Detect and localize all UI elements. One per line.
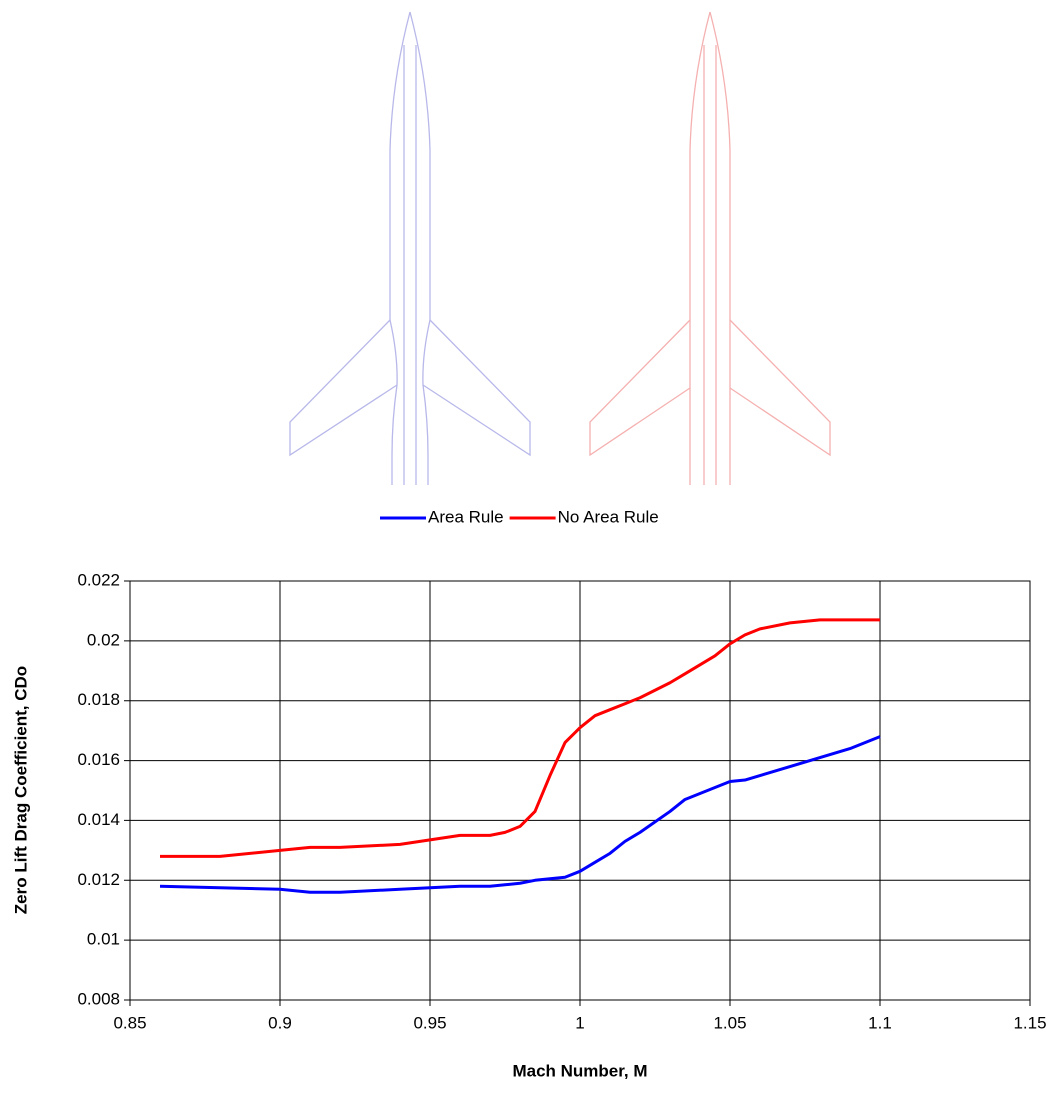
y-tick-label: 0.01 <box>87 930 120 949</box>
legend-label: Area Rule <box>428 507 504 526</box>
y-tick-label: 0.022 <box>77 570 120 589</box>
plane-no-area-rule <box>589 11 831 485</box>
data-line <box>159 735 881 894</box>
y-axis-label: Zero Lift Drag Coefficient, CDo <box>11 666 30 914</box>
x-tick-label: 0.9 <box>268 1013 292 1032</box>
x-tick-label: 0.95 <box>413 1013 446 1032</box>
x-axis-label: Mach Number, M <box>512 1061 647 1080</box>
x-tick-label: 1.1 <box>868 1013 892 1032</box>
x-tick-label: 1.05 <box>713 1013 746 1032</box>
y-tick-label: 0.008 <box>77 989 120 1008</box>
plane-area-rule <box>289 11 531 485</box>
y-tick-label: 0.014 <box>77 810 120 829</box>
y-tick-label: 0.016 <box>77 750 120 769</box>
x-tick-label: 1 <box>575 1013 584 1032</box>
x-tick-label: 0.85 <box>113 1013 146 1032</box>
data-line <box>160 618 880 858</box>
legend-label: No Area Rule <box>558 507 659 526</box>
y-tick-label: 0.012 <box>77 870 120 889</box>
y-tick-label: 0.018 <box>77 690 120 709</box>
y-tick-label: 0.02 <box>87 630 120 649</box>
x-tick-label: 1.15 <box>1013 1013 1046 1032</box>
